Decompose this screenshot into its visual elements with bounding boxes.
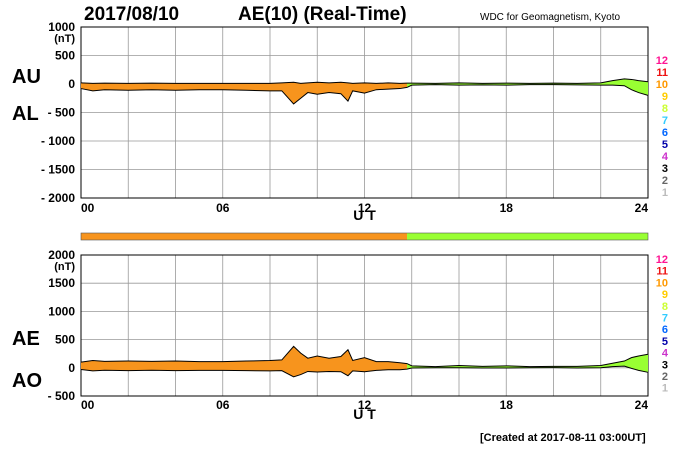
x-tick-label: 18	[500, 201, 514, 215]
station-count-6: 6	[662, 324, 668, 336]
station-count-10: 10	[656, 79, 668, 91]
x-tick-label: 06	[216, 201, 230, 215]
station-count-4: 4	[662, 151, 669, 163]
y-tick-label: - 1500	[41, 163, 75, 177]
area-segment-2	[407, 78, 648, 96]
status-bar-segment-1	[81, 233, 408, 240]
unit-label: (nT)	[54, 261, 75, 273]
x-tick-label: 18	[500, 398, 514, 412]
y-tick-label: - 1000	[41, 134, 75, 148]
station-count-5: 5	[662, 139, 668, 151]
x-axis-label: U T	[353, 406, 376, 422]
station-count-10: 10	[656, 277, 668, 289]
series-line-ae	[80, 345, 649, 368]
unit-label: (nT)	[54, 33, 75, 45]
y-tick-label: 1000	[48, 304, 75, 318]
station-count-9: 9	[662, 289, 668, 301]
station-count-2: 2	[662, 371, 668, 383]
status-bar-frame	[80, 232, 649, 241]
panel-2	[80, 254, 649, 397]
series-line-ao	[80, 365, 649, 378]
y-tick-label: 1500	[48, 276, 75, 290]
series-line-au	[80, 78, 649, 84]
station-count-6: 6	[662, 127, 668, 139]
side-label-au: AU	[12, 66, 41, 88]
station-count-8: 8	[662, 301, 668, 313]
status-bar-segment-2	[407, 233, 648, 240]
x-tick-label: 06	[216, 398, 230, 412]
y-tick-label: - 500	[48, 389, 76, 403]
source-label: WDC for Geomagnetism, Kyoto	[480, 12, 621, 23]
y-tick-label: 2000	[48, 248, 75, 262]
station-count-1: 1	[662, 187, 668, 199]
x-tick-label: 24	[635, 201, 649, 215]
y-tick-label: 1000	[48, 20, 75, 34]
y-tick-label: 500	[55, 333, 75, 347]
station-count-3: 3	[662, 359, 668, 371]
station-count-11: 11	[656, 266, 668, 278]
side-label-ae: AE	[12, 328, 40, 350]
station-count-4: 4	[662, 348, 669, 360]
y-tick-label: - 2000	[41, 191, 75, 205]
created-label: [Created at 2017-08-11 03:00UT]	[480, 432, 646, 444]
station-count-12: 12	[656, 55, 668, 67]
x-tick-label: 00	[81, 201, 95, 215]
station-count-8: 8	[662, 103, 668, 115]
index-title: AE(10) (Real-Time)	[238, 4, 407, 25]
panel-1	[80, 26, 649, 199]
x-tick-label: 12	[358, 201, 372, 215]
date-title: 2017/08/10	[84, 4, 180, 25]
x-axis-label: U T	[353, 207, 376, 223]
side-label-al: AL	[12, 103, 39, 125]
y-tick-label: - 500	[48, 106, 76, 120]
station-count-9: 9	[662, 91, 668, 103]
station-count-7: 7	[662, 115, 668, 127]
station-count-11: 11	[656, 67, 668, 79]
y-tick-label: 0	[68, 361, 75, 375]
station-count-7: 7	[662, 313, 668, 325]
station-count-3: 3	[662, 163, 668, 175]
plot-frame	[80, 26, 649, 199]
area-segment-1	[81, 82, 408, 104]
side-label-ao: AO	[12, 370, 42, 392]
x-tick-label: 24	[635, 398, 649, 412]
station-count-2: 2	[662, 175, 668, 187]
y-tick-label: 500	[55, 49, 75, 63]
y-tick-label: 0	[68, 77, 75, 91]
station-count-5: 5	[662, 336, 668, 348]
series-line-al	[80, 84, 649, 105]
plot-frame	[80, 254, 649, 397]
area-segment-1	[81, 346, 408, 377]
station-count-12: 12	[656, 254, 668, 266]
x-tick-label: 12	[358, 398, 372, 412]
station-count-1: 1	[662, 383, 668, 395]
x-tick-label: 00	[81, 398, 95, 412]
